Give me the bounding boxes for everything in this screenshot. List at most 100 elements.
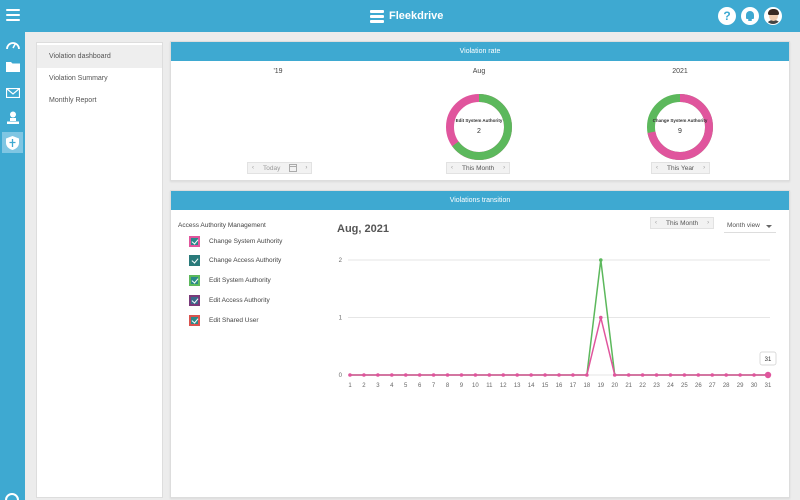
x-tick-label: 11 (486, 383, 493, 389)
help-icon[interactable]: ? (718, 7, 736, 25)
transition-next-button[interactable]: › (707, 220, 710, 226)
top-bar: Fleekdrive ? (0, 0, 800, 32)
data-point[interactable] (752, 373, 756, 377)
data-point[interactable] (557, 373, 561, 377)
data-point[interactable] (654, 373, 659, 377)
menu-monthly-report[interactable]: Monthly Report (49, 97, 97, 104)
nav-files[interactable] (2, 56, 23, 77)
transition-this-month-label[interactable]: This Month (666, 219, 699, 227)
data-point[interactable] (543, 373, 547, 377)
checkbox-checked-icon[interactable] (189, 314, 200, 326)
transition-prev-button[interactable]: ‹ (655, 220, 657, 226)
view-mode-select[interactable]: Month view (724, 219, 776, 233)
data-point[interactable] (640, 373, 645, 377)
data-point[interactable] (710, 373, 715, 377)
donut-hole (656, 103, 704, 151)
x-tick-label: 30 (751, 383, 758, 389)
this-month-label[interactable]: This Month (462, 164, 495, 172)
logo-icon (370, 9, 384, 23)
calendar-icon[interactable] (289, 164, 298, 172)
data-point[interactable] (529, 373, 533, 377)
x-tick-label: 29 (737, 383, 744, 389)
data-point[interactable] (515, 373, 519, 377)
side-navigation (0, 32, 25, 500)
legend-change-system-authority[interactable]: Change System Authority (189, 235, 282, 247)
x-tick-label: 3 (376, 383, 380, 389)
data-point[interactable] (431, 373, 436, 377)
nav-security[interactable] (2, 132, 23, 153)
x-tick-label: 7 (432, 383, 436, 389)
data-point[interactable] (738, 373, 742, 377)
data-point[interactable] (724, 373, 728, 377)
data-point[interactable] (417, 373, 422, 377)
legend-change-access-authority[interactable]: Change Access Authority (189, 254, 281, 266)
data-point[interactable] (473, 373, 478, 377)
tooltip-value: 31 (765, 357, 772, 363)
year-pager: ‹ This Year › (651, 162, 711, 174)
donut-month: Edit System Authority 2 (444, 92, 514, 162)
data-point[interactable] (348, 373, 352, 377)
data-point[interactable] (599, 315, 603, 320)
nav-mail[interactable] (2, 82, 23, 103)
data-point[interactable] (487, 373, 492, 377)
checkbox-checked-icon[interactable] (189, 274, 200, 286)
x-tick-label: 8 (446, 383, 450, 389)
hamburger-menu-icon[interactable] (6, 9, 20, 21)
data-point[interactable] (626, 373, 631, 377)
data-point[interactable] (445, 373, 450, 377)
this-year-label[interactable]: This Year (667, 164, 695, 172)
x-tick-label: 17 (570, 383, 577, 389)
legend-edit-system-authority[interactable]: Edit System Authority (189, 274, 271, 286)
highlight-point[interactable] (764, 371, 772, 379)
x-tick-label: 5 (404, 383, 408, 389)
prev-month-button[interactable]: ‹ (451, 165, 453, 171)
checkbox-checked-icon[interactable] (189, 235, 200, 247)
data-point[interactable] (459, 373, 464, 377)
next-day-button[interactable]: › (305, 165, 308, 171)
data-point[interactable] (376, 373, 380, 377)
today-label[interactable]: Today (263, 164, 281, 172)
mail-icon (5, 87, 20, 98)
prev-year-button[interactable]: ‹ (656, 165, 658, 171)
data-point[interactable] (362, 373, 366, 377)
data-point[interactable] (585, 373, 589, 377)
user-icon (6, 111, 19, 124)
data-point[interactable] (668, 373, 673, 377)
x-tick-label: 16 (556, 383, 563, 389)
checkbox-checked-icon[interactable] (189, 294, 200, 306)
month-pager: ‹ This Month › (446, 162, 511, 174)
next-month-button[interactable]: › (503, 165, 506, 171)
menu-violation-summary[interactable]: Violation Summary (49, 75, 108, 82)
x-tick-label: 1 (348, 383, 352, 389)
data-point[interactable] (571, 373, 575, 377)
legend-label: Edit Access Authority (209, 296, 270, 304)
menu-violation-dashboard[interactable]: Violation dashboard (37, 45, 162, 68)
data-point[interactable] (696, 373, 701, 377)
legend-edit-shared-user[interactable]: Edit Shared User (189, 314, 259, 326)
series-line (350, 317, 768, 376)
data-point[interactable] (403, 373, 408, 377)
brand-logo[interactable]: Fleekdrive (370, 7, 443, 25)
notification-bell-icon[interactable] (741, 7, 759, 25)
period-year-short: '19 (273, 68, 283, 75)
prev-day-button[interactable]: ‹ (252, 165, 254, 171)
data-point[interactable] (599, 258, 603, 262)
x-tick-label: 4 (390, 383, 394, 389)
x-tick-label: 18 (584, 383, 591, 389)
donut-main-segment (647, 94, 713, 160)
next-year-button[interactable]: › (703, 165, 706, 171)
data-point[interactable] (390, 373, 394, 377)
data-point[interactable] (612, 373, 617, 377)
nav-dashboard[interactable] (2, 34, 23, 55)
nav-circle-icon[interactable] (5, 493, 19, 500)
checkbox-checked-icon[interactable] (189, 254, 200, 266)
nav-users[interactable] (2, 107, 23, 128)
x-tick-label: 26 (695, 383, 702, 389)
data-point[interactable] (501, 373, 506, 377)
user-avatar[interactable] (764, 7, 782, 25)
donut-year-count: 9 (678, 128, 682, 135)
donut-year-label: Change System Authority (652, 118, 708, 123)
data-point[interactable] (682, 373, 687, 377)
donut-hole (455, 103, 503, 151)
legend-edit-access-authority[interactable]: Edit Access Authority (189, 294, 270, 306)
